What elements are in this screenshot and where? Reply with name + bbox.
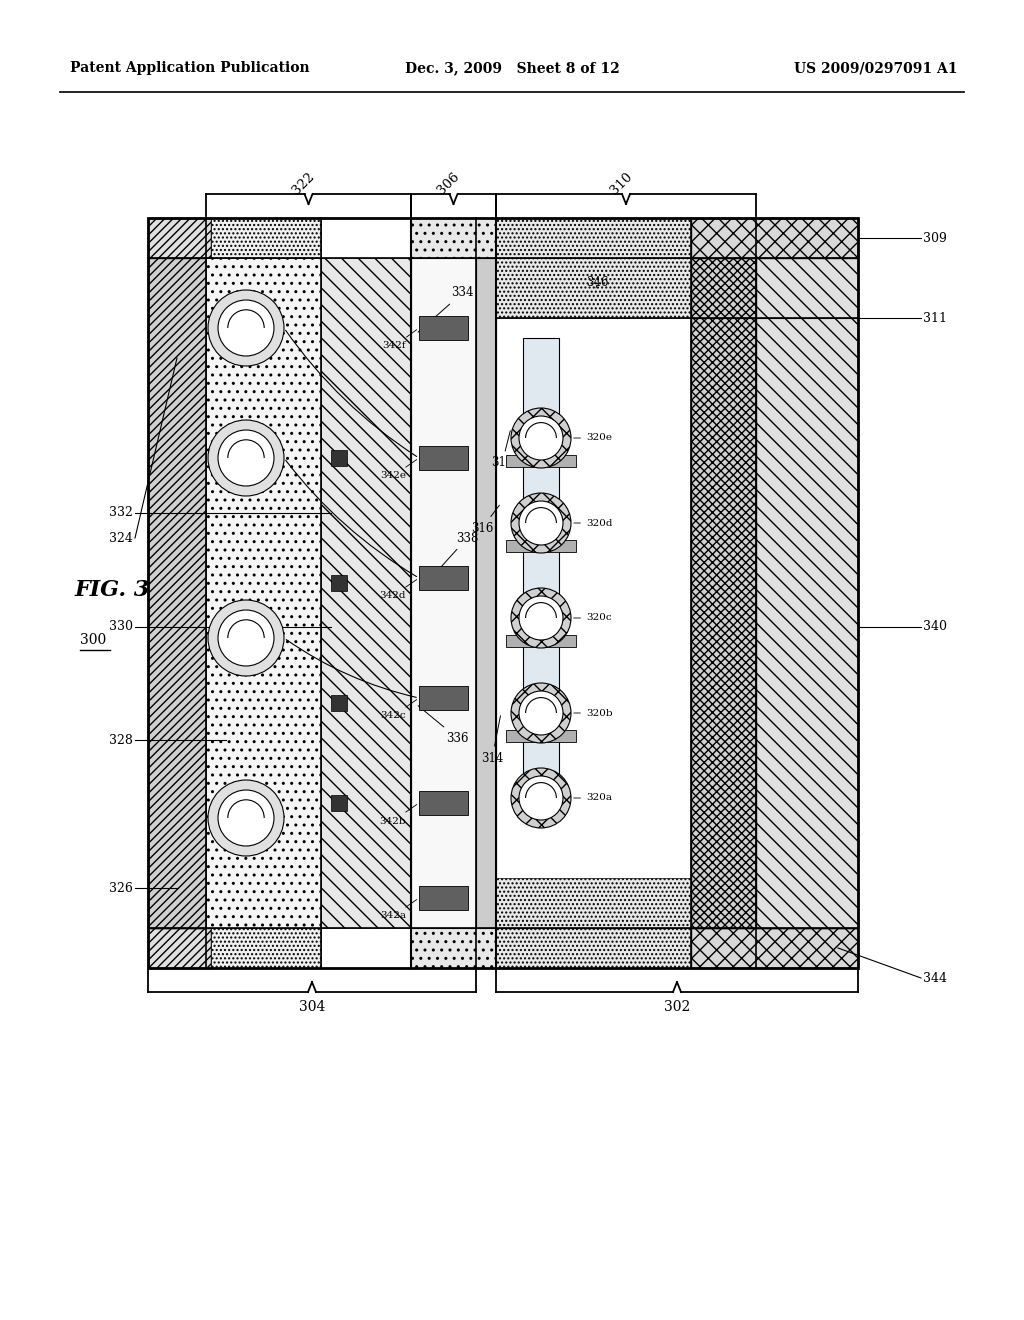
Bar bbox=[523, 708, 559, 783]
Text: 324: 324 bbox=[110, 532, 133, 544]
Bar bbox=[506, 730, 575, 742]
Circle shape bbox=[519, 690, 563, 735]
Text: 314: 314 bbox=[481, 715, 504, 764]
Bar bbox=[411, 218, 496, 257]
Circle shape bbox=[519, 502, 563, 545]
Bar bbox=[691, 218, 858, 257]
Bar bbox=[419, 791, 468, 814]
Text: 311: 311 bbox=[923, 312, 947, 325]
Text: 310: 310 bbox=[608, 170, 635, 197]
Bar bbox=[211, 218, 321, 257]
Circle shape bbox=[519, 416, 563, 459]
Text: 342e: 342e bbox=[380, 459, 417, 480]
Bar bbox=[523, 612, 559, 698]
Text: 342d: 342d bbox=[380, 579, 417, 601]
Bar bbox=[506, 540, 575, 552]
Bar bbox=[411, 257, 476, 928]
Text: 320c: 320c bbox=[573, 614, 611, 623]
Text: 342f: 342f bbox=[382, 330, 417, 351]
Bar bbox=[411, 928, 496, 968]
Text: 300: 300 bbox=[80, 634, 106, 647]
Text: 320b: 320b bbox=[573, 709, 612, 718]
Text: 328: 328 bbox=[110, 734, 133, 747]
Bar bbox=[148, 928, 211, 968]
Circle shape bbox=[208, 601, 284, 676]
Text: 342a: 342a bbox=[380, 900, 417, 920]
Text: 306: 306 bbox=[435, 170, 463, 197]
Text: 344: 344 bbox=[923, 972, 947, 985]
Bar bbox=[476, 257, 496, 928]
Bar bbox=[691, 928, 858, 968]
Bar bbox=[419, 686, 468, 710]
Circle shape bbox=[511, 408, 571, 469]
Bar bbox=[331, 576, 347, 591]
Bar bbox=[691, 257, 756, 928]
Circle shape bbox=[218, 430, 274, 486]
Text: 320a: 320a bbox=[573, 793, 612, 803]
Bar bbox=[496, 878, 691, 928]
Circle shape bbox=[519, 776, 563, 820]
Text: 342b: 342b bbox=[379, 805, 417, 825]
Text: 320d: 320d bbox=[573, 519, 612, 528]
Bar bbox=[419, 886, 468, 909]
Text: 338: 338 bbox=[433, 532, 478, 576]
Text: 340: 340 bbox=[923, 620, 947, 634]
Bar bbox=[331, 696, 347, 711]
Bar bbox=[506, 635, 575, 647]
Text: 346: 346 bbox=[586, 276, 608, 289]
Circle shape bbox=[208, 780, 284, 855]
Bar bbox=[496, 257, 691, 318]
Circle shape bbox=[218, 789, 274, 846]
Text: 336: 336 bbox=[418, 706, 469, 744]
Text: 330: 330 bbox=[109, 620, 133, 634]
Text: 304: 304 bbox=[299, 1001, 326, 1014]
Text: 312: 312 bbox=[490, 430, 513, 470]
Circle shape bbox=[208, 420, 284, 496]
Circle shape bbox=[218, 610, 274, 667]
Bar bbox=[756, 257, 858, 928]
Text: US 2009/0297091 A1: US 2009/0297091 A1 bbox=[795, 61, 958, 75]
Bar bbox=[496, 928, 756, 968]
Bar bbox=[331, 450, 347, 466]
Bar bbox=[211, 928, 321, 968]
Text: 316: 316 bbox=[471, 506, 500, 535]
Text: Patent Application Publication: Patent Application Publication bbox=[70, 61, 309, 75]
Bar bbox=[206, 257, 321, 928]
Text: FIG. 3: FIG. 3 bbox=[75, 579, 151, 601]
Circle shape bbox=[519, 597, 563, 640]
Bar bbox=[148, 218, 211, 257]
Text: Dec. 3, 2009   Sheet 8 of 12: Dec. 3, 2009 Sheet 8 of 12 bbox=[404, 61, 620, 75]
Circle shape bbox=[511, 768, 571, 828]
Text: 322: 322 bbox=[291, 170, 317, 197]
Bar bbox=[419, 566, 468, 590]
Bar bbox=[321, 257, 411, 928]
Bar bbox=[506, 455, 575, 467]
Bar bbox=[331, 795, 347, 810]
Text: 334: 334 bbox=[418, 286, 473, 333]
Circle shape bbox=[511, 682, 571, 743]
Bar bbox=[496, 257, 691, 928]
Bar bbox=[419, 446, 468, 470]
Bar bbox=[419, 315, 468, 341]
Text: 302: 302 bbox=[664, 1001, 690, 1014]
Bar bbox=[496, 218, 691, 257]
Bar bbox=[523, 338, 559, 422]
Text: 342c: 342c bbox=[380, 700, 417, 721]
Circle shape bbox=[218, 300, 274, 356]
Circle shape bbox=[511, 492, 571, 553]
Text: 332: 332 bbox=[110, 506, 133, 519]
Circle shape bbox=[208, 290, 284, 366]
Bar bbox=[523, 422, 559, 508]
Bar bbox=[148, 218, 858, 968]
Text: 320e: 320e bbox=[573, 433, 612, 442]
Circle shape bbox=[511, 587, 571, 648]
Text: 326: 326 bbox=[110, 882, 133, 895]
Bar bbox=[523, 517, 559, 603]
Text: 309: 309 bbox=[923, 231, 947, 244]
Bar bbox=[148, 257, 206, 928]
